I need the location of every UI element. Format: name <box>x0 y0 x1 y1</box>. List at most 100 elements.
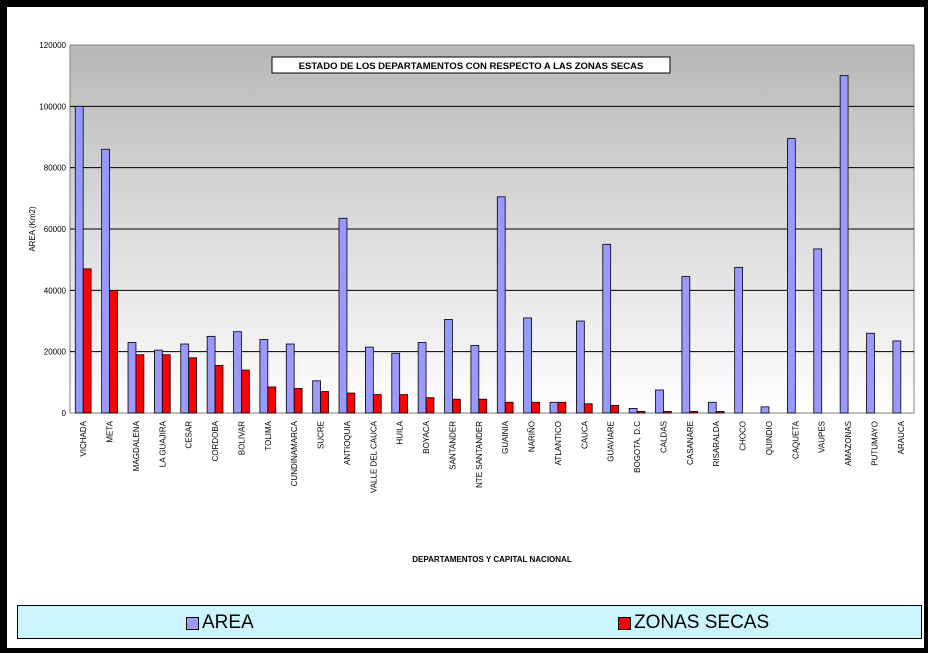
x-tick-label: ATLANTICO <box>554 421 563 465</box>
bar-area <box>470 345 480 414</box>
bar-zonas-secas <box>504 401 514 414</box>
chart-title: ESTADO DE LOS DEPARTAMENTOS CON RESPECTO… <box>299 61 644 72</box>
bar-area <box>734 266 743 414</box>
bar-area <box>523 317 532 414</box>
x-tick-label: LA GUAJIRA <box>158 420 167 467</box>
bar-zonas-secas <box>82 268 92 414</box>
bar-zonas-secas <box>214 365 224 414</box>
bar-zonas-secas <box>267 386 277 414</box>
bar-area <box>338 217 348 414</box>
x-tick-label: GUAINIA <box>501 420 510 454</box>
legend-item-zonas-secas: ZONAS SECAS <box>618 612 769 634</box>
bar-area <box>866 332 875 414</box>
bar-zonas-secas <box>663 411 672 414</box>
chart-frame: 0 20000 40000 60000 80000 100000 120000 VICHAD… <box>5 5 926 650</box>
bar-zonas-secas <box>557 401 567 414</box>
x-tick-label: CESAR <box>185 421 194 449</box>
y-axis-ticks: 0 20000 40000 60000 80000 100000 120000 <box>39 41 66 418</box>
bar-zonas-secas <box>715 411 725 414</box>
y-axis-label: AREA (Km2) <box>28 206 37 252</box>
x-tick-label: CASANARE <box>686 421 695 465</box>
x-tick-label: META <box>106 420 115 442</box>
legend-label-zonas-secas: ZONAS SECAS <box>634 612 770 633</box>
x-tick-label: MAGDALENA <box>132 420 141 471</box>
x-tick-label: HUILA <box>396 420 405 444</box>
y-tick-label: 20000 <box>44 348 67 357</box>
bar-area <box>312 380 321 414</box>
bar-area <box>364 346 374 414</box>
bar-zonas-secas <box>293 388 303 414</box>
bar-area <box>760 406 770 414</box>
bar-area <box>206 335 216 414</box>
bar-area <box>127 342 137 414</box>
y-tick-label: 100000 <box>39 102 66 111</box>
bar-area <box>417 342 427 414</box>
bar-zonas-secas <box>135 354 145 414</box>
bar-area <box>787 138 796 414</box>
y-tick-label: 120000 <box>39 41 66 50</box>
x-tick-label: BOLIVAR <box>237 421 246 455</box>
bar-zonas-secas <box>188 357 197 414</box>
bar-area <box>549 401 559 414</box>
bar-area <box>101 148 110 414</box>
x-tick-label: ARAUCA <box>897 420 906 454</box>
bar-area <box>813 248 823 414</box>
x-tick-label: CALDAS <box>659 421 668 453</box>
bar-zonas-secas <box>531 401 540 414</box>
y-tick-label: 40000 <box>44 286 67 295</box>
bar-area <box>285 343 295 414</box>
x-tick-label: CORDOBA <box>211 420 220 461</box>
legend: AREA ZONAS SECAS <box>17 605 922 639</box>
bar-zonas-secas <box>109 289 118 414</box>
bar-area <box>259 338 269 414</box>
chart-title-box <box>271 56 671 74</box>
x-axis-label: DEPARTAMENTOS Y CAPITAL NACIONAL <box>412 555 572 564</box>
legend-item-area: AREA <box>186 612 254 634</box>
bar-area <box>233 331 242 414</box>
x-tick-label: TOLIMA <box>264 420 273 450</box>
bar-area <box>655 389 664 414</box>
x-tick-label: SANTANDER <box>448 421 457 470</box>
bar-zonas-secas <box>689 411 699 414</box>
legend-label-area: AREA <box>202 612 254 633</box>
bar-zonas-secas <box>425 397 435 414</box>
x-axis-labels: VICHADA META MAGDALENA LA GUAJIRA CESAR CORDO… <box>79 420 906 493</box>
x-tick-label: RISARALDA <box>712 420 721 466</box>
y-tick-label: 80000 <box>44 164 67 173</box>
bar-zonas-secas <box>346 392 356 414</box>
x-tick-label: ANTIOQUIA <box>343 420 352 465</box>
bar-area <box>496 196 506 414</box>
bar-chart: 0 20000 40000 60000 80000 100000 120000 VICHAD… <box>28 41 915 564</box>
x-tick-label: QUINDIO <box>765 421 774 455</box>
bar-area <box>892 340 902 414</box>
bar-area <box>707 401 717 414</box>
legend-swatch-zonas-secas <box>618 616 631 630</box>
bar-zonas-secas <box>399 394 408 414</box>
bar-area <box>628 407 638 414</box>
x-tick-label: CAUCA <box>580 420 589 449</box>
bar-zonas-secas <box>636 411 646 414</box>
x-tick-label: PUTUMAYO <box>870 421 879 466</box>
bar-zonas-secas <box>372 394 382 414</box>
x-tick-label: NTE SANTANDER <box>475 421 484 488</box>
bar-area <box>74 105 84 414</box>
bar-zonas-secas <box>610 404 619 414</box>
bar-zonas-secas <box>161 354 171 414</box>
bar-area <box>180 343 190 414</box>
x-tick-label: SUCRE <box>317 421 326 449</box>
bar-area <box>839 75 849 414</box>
y-tick-label: 0 <box>62 409 67 418</box>
x-tick-label: GUAVIARE <box>607 421 616 462</box>
bar-zonas-secas <box>478 398 488 414</box>
x-tick-label: NARIÑO <box>528 421 537 452</box>
x-tick-label: CHOCO <box>739 421 748 451</box>
x-tick-label: BOGOTA, D.C <box>633 421 642 473</box>
bar-area <box>153 349 163 414</box>
y-tick-label: 60000 <box>44 225 67 234</box>
legend-swatch-area <box>186 616 199 630</box>
bar-zonas-secas <box>320 391 329 414</box>
bar-zonas-secas <box>583 403 593 414</box>
x-tick-label: AMAZONAS <box>844 421 853 466</box>
bars <box>74 75 902 414</box>
bar-zonas-secas <box>452 398 461 414</box>
